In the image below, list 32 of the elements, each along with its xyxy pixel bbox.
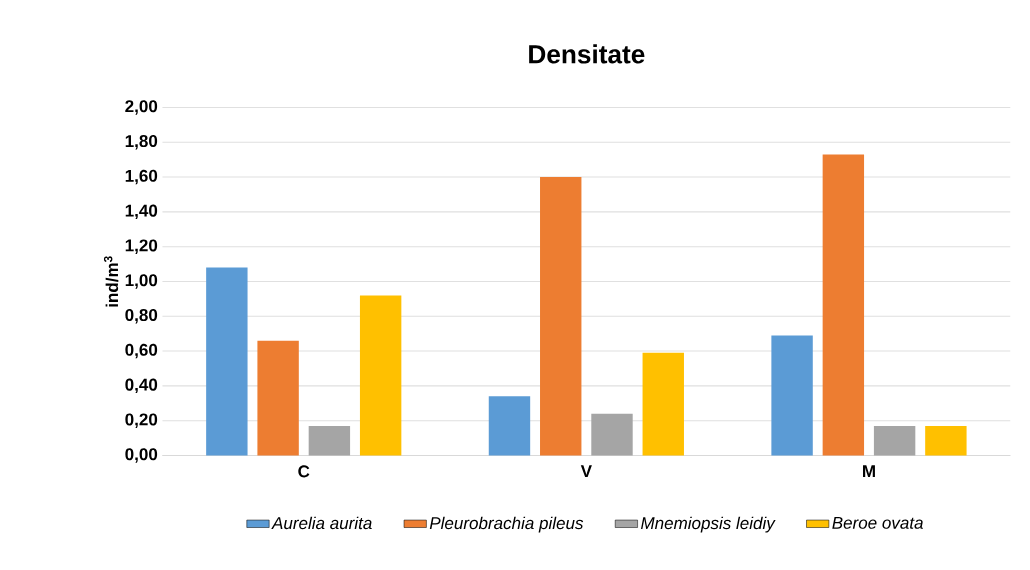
legend-label: Mnemiopsis leidiy	[641, 516, 776, 533]
x-tick-label: C	[298, 465, 310, 478]
y-tick-label: 0,40	[125, 378, 158, 394]
y-tick-label: 2,00	[125, 100, 158, 115]
bar	[925, 425, 967, 456]
x-tick-label: V	[580, 465, 592, 478]
bar	[359, 295, 402, 456]
bar	[642, 352, 684, 456]
y-tick-label: 1,00	[125, 274, 158, 289]
y-tick-label: 0,20	[125, 413, 158, 428]
y-tick-label: 0,00	[125, 448, 158, 463]
bar	[822, 154, 865, 456]
bar	[488, 396, 531, 456]
x-tick-label: M	[863, 465, 875, 478]
y-tick-label: 0,60	[125, 343, 158, 359]
bar	[873, 425, 916, 456]
y-axis-title: ind/m$^{3}$	[103, 256, 119, 307]
bar	[540, 177, 582, 456]
chart-title: Densitate	[529, 44, 645, 64]
legend-label: Pleurobrachia pileus	[429, 516, 584, 533]
y-tick-label: 1,60	[125, 169, 158, 185]
legend-label: Beroe ovata	[832, 517, 923, 529]
y-tick-label: 0,80	[125, 309, 158, 324]
y-tick-label: 1,40	[125, 204, 158, 220]
legend-label: Aurelia aurita	[271, 516, 372, 530]
bar	[591, 413, 633, 456]
y-tick-label: 1,20	[125, 239, 158, 254]
bar	[308, 425, 351, 456]
bar	[257, 340, 299, 456]
bar	[206, 267, 248, 456]
y-tick-label: 1,80	[125, 135, 158, 150]
bar	[771, 335, 813, 456]
